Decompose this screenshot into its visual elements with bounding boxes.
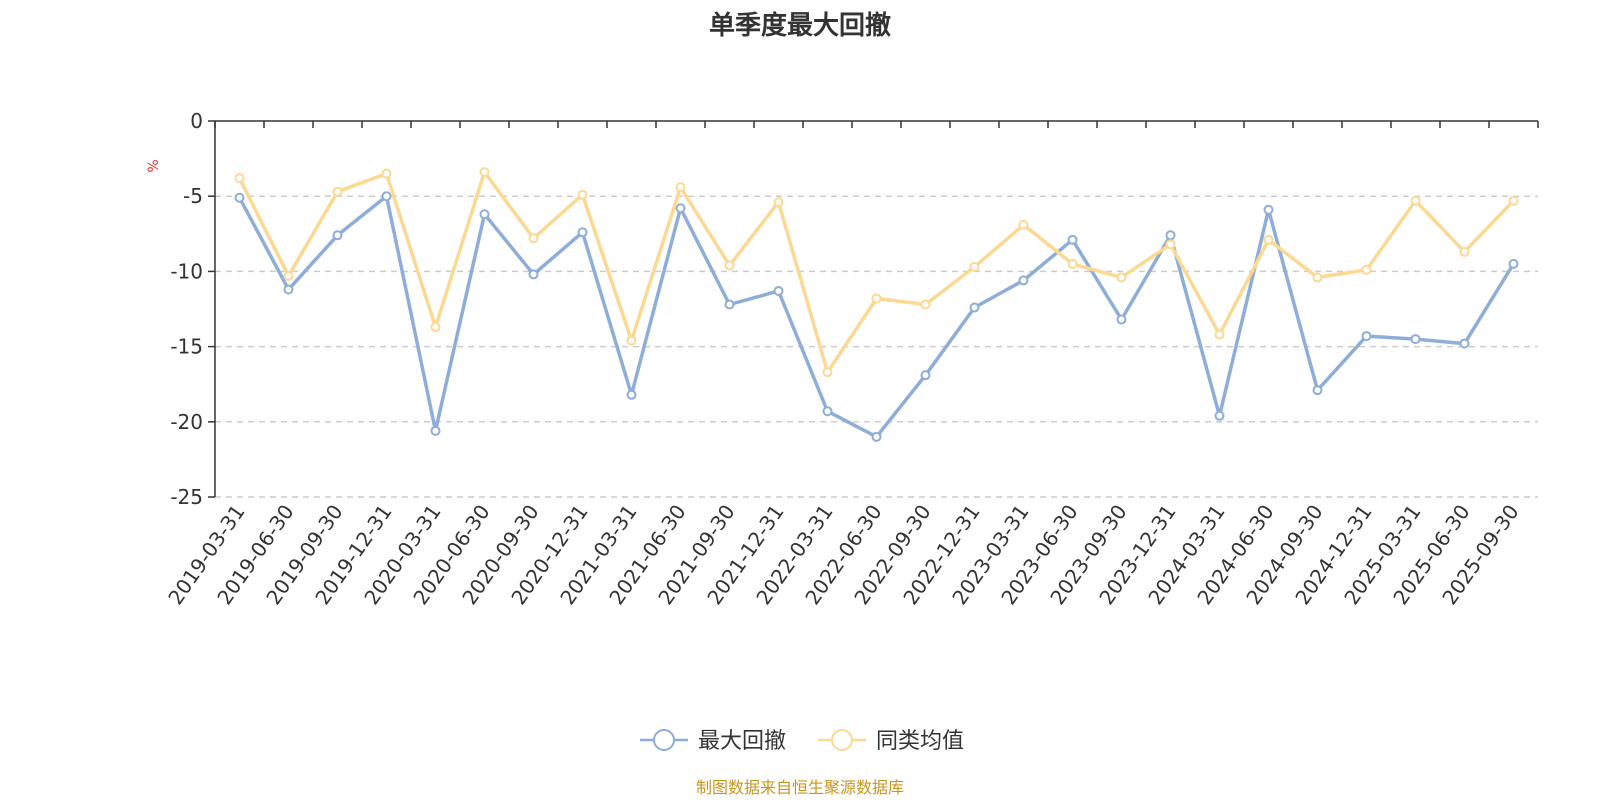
data-point bbox=[381, 191, 392, 202]
data-point bbox=[1165, 230, 1176, 241]
data-point bbox=[626, 389, 637, 400]
series-max-drawdown bbox=[234, 191, 1519, 442]
data-point bbox=[1067, 258, 1078, 269]
legend-item-max-drawdown[interactable]: 最大回撤 bbox=[640, 729, 786, 754]
data-point bbox=[1312, 272, 1323, 283]
data-point bbox=[430, 322, 441, 333]
data-point bbox=[724, 299, 735, 310]
data-point bbox=[577, 189, 588, 200]
data-point bbox=[773, 197, 784, 208]
data-point bbox=[626, 335, 637, 346]
data-point bbox=[675, 203, 686, 214]
data-point bbox=[1018, 275, 1029, 286]
grid-lines bbox=[215, 195, 1538, 498]
data-point bbox=[479, 167, 490, 178]
legend-label: 同类均值 bbox=[876, 729, 964, 754]
data-point bbox=[1361, 264, 1372, 275]
data-point bbox=[1508, 258, 1519, 269]
data-point bbox=[1508, 195, 1519, 206]
data-point bbox=[430, 425, 441, 436]
data-point bbox=[1361, 331, 1372, 342]
data-point bbox=[1116, 272, 1127, 283]
data-point bbox=[234, 192, 245, 203]
data-point bbox=[1214, 329, 1225, 340]
data-point bbox=[773, 285, 784, 296]
series-peer-average bbox=[234, 167, 1519, 378]
y-tick-label: -10 bbox=[170, 259, 203, 283]
x-tick-labels: 2019-03-312019-06-302019-09-302019-12-31… bbox=[163, 500, 1523, 609]
axes bbox=[208, 120, 1539, 498]
data-point bbox=[528, 269, 539, 280]
data-point bbox=[724, 260, 735, 271]
data-point bbox=[920, 370, 931, 381]
legend-label: 最大回撤 bbox=[698, 729, 786, 754]
data-point bbox=[332, 230, 343, 241]
data-point bbox=[234, 173, 245, 184]
series-group bbox=[234, 167, 1519, 442]
data-point bbox=[1312, 385, 1323, 396]
y-axis-unit: % bbox=[146, 159, 162, 172]
data-point bbox=[283, 270, 294, 281]
chart-title: 单季度最大回撤 bbox=[709, 10, 891, 41]
data-point bbox=[381, 168, 392, 179]
data-point bbox=[1459, 246, 1470, 257]
series-line bbox=[237, 170, 1515, 374]
data-point bbox=[479, 209, 490, 220]
data-point bbox=[1116, 314, 1127, 325]
data-point bbox=[969, 302, 980, 313]
data-point bbox=[1263, 204, 1274, 215]
data-point bbox=[1165, 239, 1176, 250]
source-note: 制图数据来自恒生聚源数据库 bbox=[696, 778, 904, 797]
data-point bbox=[871, 431, 882, 442]
data-point bbox=[822, 406, 833, 417]
data-point bbox=[283, 284, 294, 295]
legend-marker bbox=[831, 729, 853, 751]
y-tick-label: -20 bbox=[170, 410, 203, 434]
y-tick-label: -25 bbox=[170, 485, 203, 509]
y-tick-label: 0 bbox=[190, 109, 203, 133]
data-point bbox=[1459, 338, 1470, 349]
data-point bbox=[1018, 219, 1029, 230]
legend-item-peer-average[interactable]: 同类均值 bbox=[818, 729, 964, 754]
data-point bbox=[1067, 234, 1078, 245]
data-point bbox=[577, 227, 588, 238]
y-tick-label: -15 bbox=[170, 335, 203, 359]
data-point bbox=[675, 182, 686, 193]
legend-marker bbox=[653, 729, 675, 751]
data-point bbox=[1263, 234, 1274, 245]
data-point bbox=[332, 186, 343, 197]
legend[interactable]: 最大回撤 同类均值 bbox=[640, 729, 964, 754]
data-point bbox=[1214, 410, 1225, 421]
data-point bbox=[969, 261, 980, 272]
data-point bbox=[822, 367, 833, 378]
data-point bbox=[871, 293, 882, 304]
data-point bbox=[920, 299, 931, 310]
data-point bbox=[1410, 334, 1421, 345]
y-tick-label: -5 bbox=[183, 184, 203, 208]
data-point bbox=[1410, 195, 1421, 206]
y-tick-labels: 0 -5 -10 -15 -20 -25 bbox=[170, 109, 203, 509]
data-point bbox=[528, 233, 539, 244]
